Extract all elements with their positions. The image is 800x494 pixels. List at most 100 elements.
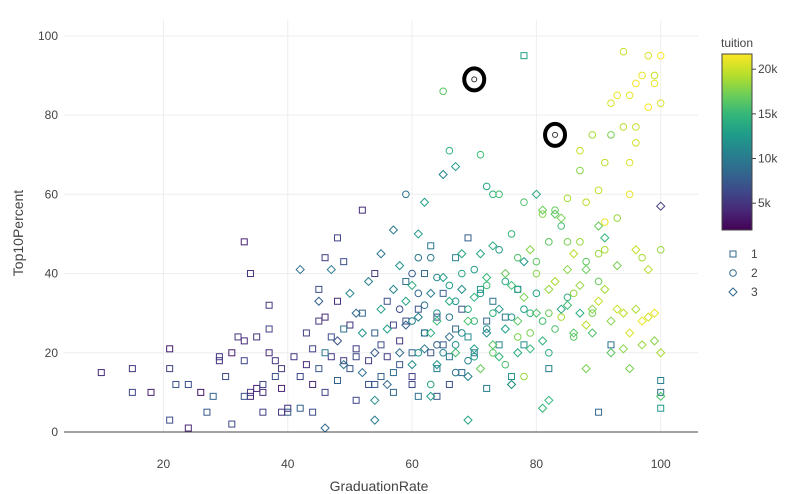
data-point-diamond <box>481 272 492 283</box>
data-point-square <box>97 369 105 377</box>
data-point-diamond <box>631 304 641 314</box>
data-point-square <box>128 388 136 396</box>
data-point-diamond <box>562 300 573 310</box>
data-point-circle <box>470 265 479 274</box>
data-point-circle <box>656 245 665 254</box>
data-point-square <box>452 325 460 333</box>
data-point-square <box>172 380 180 388</box>
data-point-square <box>278 384 286 392</box>
data-point-circle <box>507 313 516 321</box>
data-point-circle <box>439 87 447 96</box>
data-point-square <box>333 377 341 384</box>
data-point-square <box>365 380 373 388</box>
data-point-circle <box>408 317 416 325</box>
data-point-circle <box>501 277 510 286</box>
data-point-square <box>470 349 478 357</box>
data-point-circle <box>526 309 534 317</box>
data-point-diamond <box>357 328 368 338</box>
data-point-circle <box>451 341 460 349</box>
data-point-square <box>402 277 410 285</box>
data-point-square <box>309 380 317 388</box>
data-point-circle <box>501 360 510 369</box>
data-point-square <box>309 408 317 416</box>
data-point-circle <box>600 218 609 226</box>
data-point-square <box>464 234 472 242</box>
data-point-square <box>321 254 329 262</box>
data-point-diamond <box>600 284 610 295</box>
data-point-square <box>166 416 174 424</box>
data-point-square <box>427 349 435 357</box>
data-point-circle <box>588 131 597 139</box>
data-point-square <box>340 258 348 266</box>
data-point-square <box>259 408 267 416</box>
data-point-circle <box>545 238 553 246</box>
data-point-circle <box>569 289 578 298</box>
data-point-diamond <box>581 363 591 374</box>
data-point-square <box>203 408 211 416</box>
data-point-circle <box>632 123 640 131</box>
data-point-diamond <box>637 340 647 350</box>
data-point-diamond <box>376 304 386 314</box>
data-point-diamond <box>463 371 473 382</box>
data-point-diamond <box>513 316 523 326</box>
data-point-square <box>340 325 348 333</box>
data-point-square <box>321 313 329 321</box>
data-point-square <box>389 388 397 396</box>
data-point-square <box>389 369 397 377</box>
data-point-square <box>340 357 348 365</box>
data-point-circle <box>545 348 553 357</box>
data-point-diamond <box>618 344 629 354</box>
data-point-circle <box>569 333 578 341</box>
data-point-circle <box>426 380 435 389</box>
data-point-diamond <box>581 264 591 275</box>
data-point-square <box>271 357 279 365</box>
data-point-circle <box>395 305 404 313</box>
data-point-circle <box>563 194 572 203</box>
legend-marker-diamond <box>728 287 738 297</box>
data-point-square <box>234 333 242 341</box>
data-point-diamond <box>426 288 436 299</box>
data-point-diamond <box>568 249 579 259</box>
data-point-circle <box>600 158 609 167</box>
data-point-diamond <box>612 304 622 314</box>
data-point-circle <box>445 313 454 321</box>
y-axis-title: Top10Percent <box>10 190 26 277</box>
data-point-circle <box>464 356 472 365</box>
data-point-diamond <box>618 308 629 318</box>
data-point-diamond <box>394 348 405 358</box>
data-point-circle <box>607 131 615 139</box>
data-point-diamond <box>568 328 579 338</box>
data-point-diamond <box>494 304 504 314</box>
data-point-square <box>278 408 286 416</box>
data-point-square <box>371 329 379 337</box>
data-point-circle <box>414 348 423 357</box>
data-point-diamond <box>426 391 436 402</box>
data-point-circle <box>532 289 541 298</box>
data-point-diamond <box>444 332 455 342</box>
data-point-circle <box>557 313 566 321</box>
data-point-square <box>421 270 429 278</box>
data-point-square <box>253 384 261 392</box>
data-point-square <box>595 408 603 416</box>
data-point-diamond <box>457 249 467 259</box>
data-point-diamond <box>500 268 511 279</box>
data-point-square <box>657 388 665 396</box>
x-axis-title: GraduationRate <box>330 478 429 494</box>
data-point-circle <box>476 289 485 298</box>
data-point-diamond <box>606 348 616 358</box>
data-point-square <box>483 384 491 392</box>
highlight-markers <box>462 66 568 148</box>
data-point-square <box>278 365 286 373</box>
data-point-circle <box>420 301 429 310</box>
data-point-square <box>483 317 491 325</box>
data-point-square <box>296 373 304 381</box>
data-point-diamond <box>357 367 368 378</box>
data-point-square <box>358 206 366 214</box>
data-point-diamond <box>537 403 548 413</box>
data-point-square <box>657 377 665 384</box>
data-point-diamond <box>550 209 560 219</box>
data-point-diamond <box>488 241 498 251</box>
data-point-square <box>383 353 391 361</box>
data-point-circle <box>644 103 653 111</box>
data-point-square <box>520 341 528 349</box>
